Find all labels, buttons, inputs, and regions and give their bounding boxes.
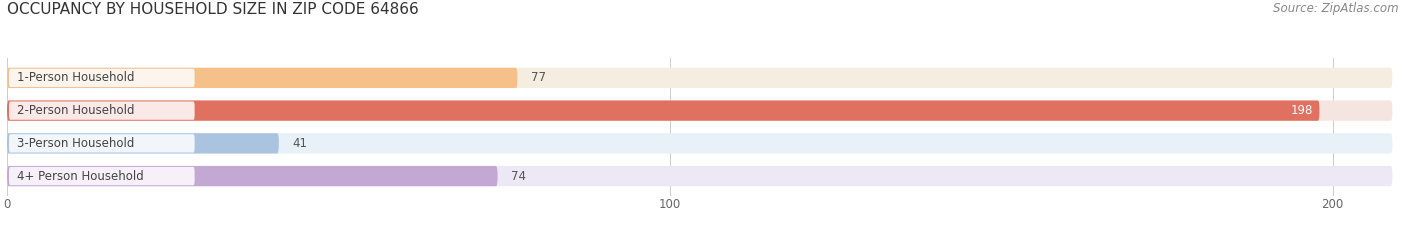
Text: Source: ZipAtlas.com: Source: ZipAtlas.com	[1274, 2, 1399, 15]
Text: 198: 198	[1291, 104, 1313, 117]
Text: 2-Person Household: 2-Person Household	[17, 104, 135, 117]
FancyBboxPatch shape	[8, 167, 194, 185]
FancyBboxPatch shape	[7, 166, 1392, 186]
Text: 41: 41	[292, 137, 307, 150]
Text: 1-Person Household: 1-Person Household	[17, 71, 135, 84]
Text: 4+ Person Household: 4+ Person Household	[17, 170, 143, 183]
FancyBboxPatch shape	[7, 68, 517, 88]
Text: OCCUPANCY BY HOUSEHOLD SIZE IN ZIP CODE 64866: OCCUPANCY BY HOUSEHOLD SIZE IN ZIP CODE …	[7, 2, 419, 17]
FancyBboxPatch shape	[7, 133, 1392, 154]
FancyBboxPatch shape	[7, 166, 498, 186]
Text: 77: 77	[530, 71, 546, 84]
FancyBboxPatch shape	[8, 69, 194, 87]
FancyBboxPatch shape	[8, 101, 194, 120]
Text: 74: 74	[510, 170, 526, 183]
FancyBboxPatch shape	[7, 133, 278, 154]
FancyBboxPatch shape	[7, 100, 1392, 121]
Text: 3-Person Household: 3-Person Household	[17, 137, 135, 150]
FancyBboxPatch shape	[7, 68, 1392, 88]
FancyBboxPatch shape	[7, 100, 1319, 121]
FancyBboxPatch shape	[8, 134, 194, 153]
